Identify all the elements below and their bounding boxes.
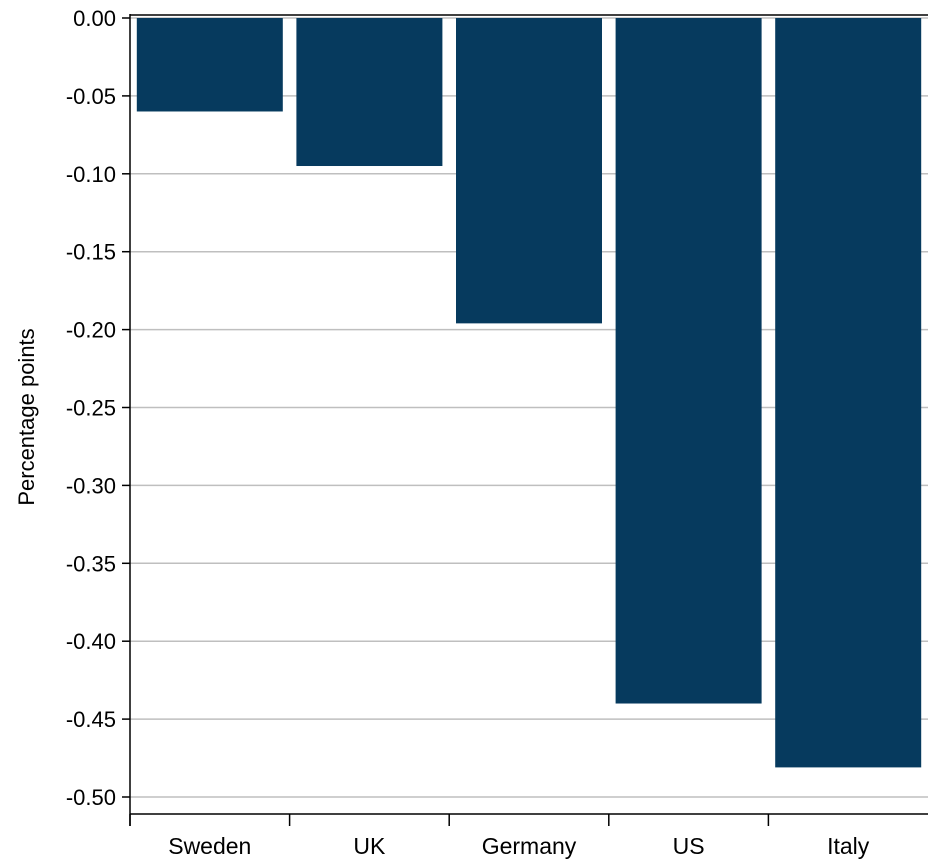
- y-tick-label: -0.45: [66, 707, 116, 732]
- y-tick-label: -0.05: [66, 84, 116, 109]
- y-tick-label: -0.15: [66, 240, 116, 265]
- y-tick-label: -0.10: [66, 162, 116, 187]
- bar-us: [615, 18, 762, 704]
- y-tick-label: -0.25: [66, 396, 116, 421]
- axes: [122, 14, 928, 826]
- y-tick-label: -0.50: [66, 785, 116, 810]
- labels: 0.00 -0.05 -0.10 -0.15 -0.20 -0.25 -0.30 -0.35 -…: [66, 6, 870, 859]
- bar-italy: [775, 18, 922, 768]
- x-tick-label: US: [673, 833, 705, 859]
- x-tick-label: Italy: [827, 833, 870, 859]
- bar-germany: [456, 18, 602, 324]
- bars: [136, 18, 922, 768]
- bar-sweden: [136, 18, 283, 112]
- x-tick-label: UK: [353, 833, 386, 859]
- y-axis-title: Percentage points: [14, 328, 39, 505]
- y-tick-label: -0.30: [66, 473, 116, 498]
- x-tick-label: Sweden: [168, 833, 251, 859]
- bar-uk: [296, 18, 443, 167]
- y-tick-label: -0.40: [66, 629, 116, 654]
- x-tick-label: Germany: [482, 833, 577, 859]
- y-tick-label: 0.00: [73, 6, 116, 31]
- y-tick-label: -0.20: [66, 318, 116, 343]
- y-tick-label: -0.35: [66, 551, 116, 576]
